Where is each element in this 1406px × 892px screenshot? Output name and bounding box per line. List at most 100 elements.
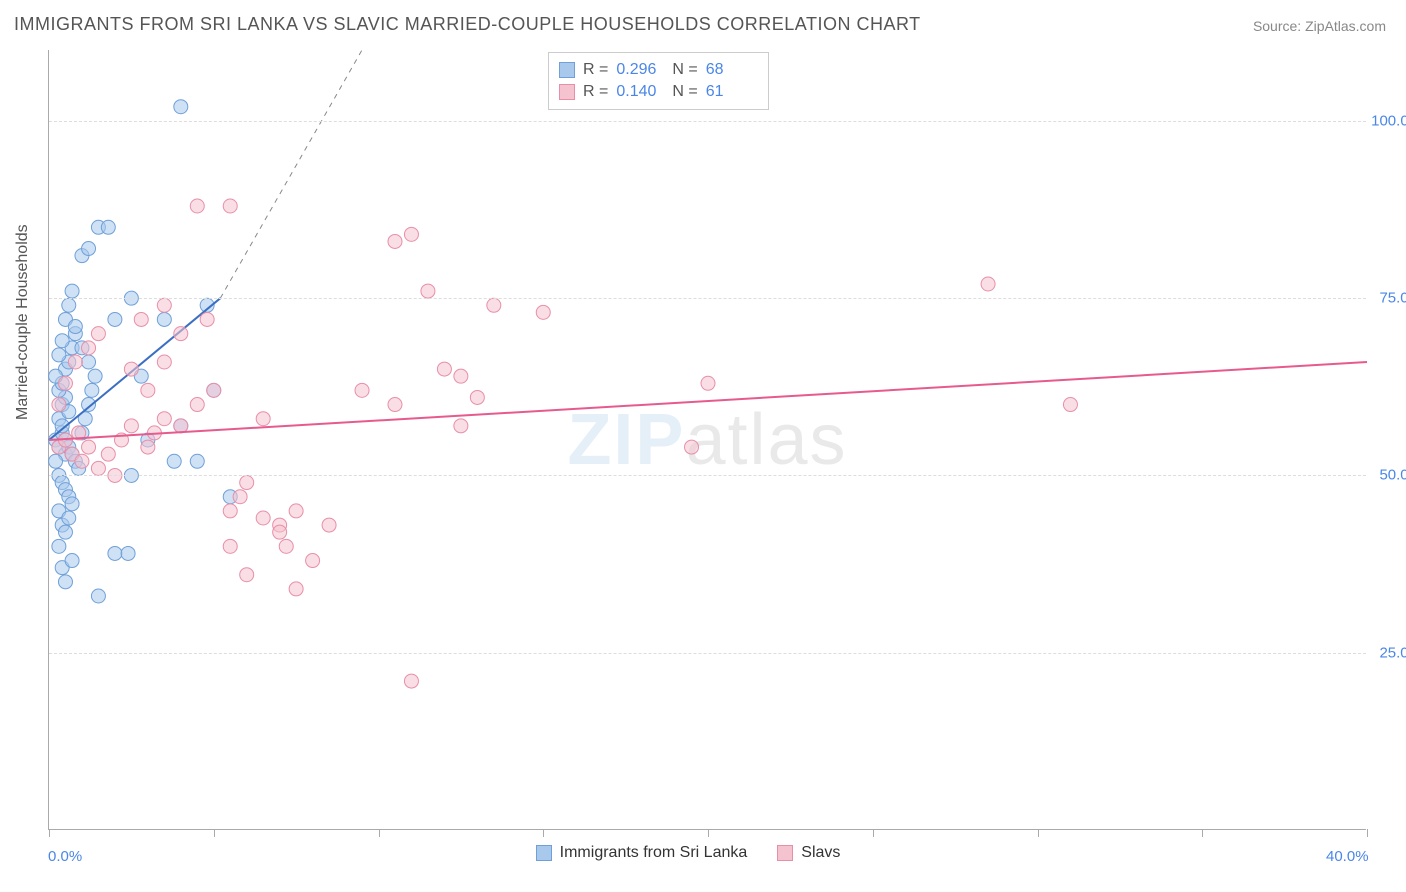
data-point	[223, 539, 237, 553]
data-point	[134, 312, 148, 326]
trend-line-extrapolated	[220, 50, 362, 298]
data-point	[256, 412, 270, 426]
data-point	[49, 454, 63, 468]
data-point	[223, 504, 237, 518]
data-point	[82, 341, 96, 355]
data-point	[174, 100, 188, 114]
legend-item: Immigrants from Sri Lanka	[536, 844, 748, 862]
y-axis-label: Married-couple Households	[14, 224, 32, 420]
data-point	[58, 376, 72, 390]
data-point	[306, 554, 320, 568]
data-point	[685, 440, 699, 454]
data-point	[200, 312, 214, 326]
data-point	[273, 525, 287, 539]
x-tick-label: 0.0%	[48, 848, 82, 865]
data-point	[233, 490, 247, 504]
data-point	[240, 568, 254, 582]
x-tick	[1038, 829, 1039, 837]
x-tick	[49, 829, 50, 837]
data-point	[256, 511, 270, 525]
data-point	[454, 419, 468, 433]
legend-label: Slavs	[801, 844, 840, 862]
data-point	[82, 242, 96, 256]
data-point	[1063, 398, 1077, 412]
data-point	[322, 518, 336, 532]
data-point	[470, 390, 484, 404]
y-tick-label: 25.0%	[1379, 644, 1406, 661]
data-point	[388, 234, 402, 248]
legend-item: Slavs	[777, 844, 840, 862]
data-point	[279, 539, 293, 553]
n-label: N =	[672, 81, 697, 103]
data-point	[355, 383, 369, 397]
r-label: R =	[583, 59, 608, 81]
data-point	[404, 674, 418, 688]
data-point	[124, 362, 138, 376]
n-value-0: 68	[706, 59, 754, 81]
data-point	[124, 419, 138, 433]
data-point	[404, 227, 418, 241]
data-point	[289, 504, 303, 518]
data-point	[101, 220, 115, 234]
gridline-h	[49, 121, 1366, 122]
gridline-h	[49, 298, 1366, 299]
data-point	[108, 546, 122, 560]
stats-legend: R = 0.296 N = 68 R = 0.140 N = 61	[548, 52, 769, 110]
data-point	[141, 383, 155, 397]
data-point	[388, 398, 402, 412]
data-point	[91, 461, 105, 475]
plot-area: ZIPatlas 25.0%50.0%75.0%100.0%	[48, 50, 1366, 830]
data-point	[82, 440, 96, 454]
data-point	[68, 355, 82, 369]
data-point	[85, 383, 99, 397]
gridline-h	[49, 475, 1366, 476]
source-attribution: Source: ZipAtlas.com	[1253, 18, 1386, 34]
data-point	[421, 284, 435, 298]
swatch-series-1	[559, 84, 575, 100]
data-point	[437, 362, 451, 376]
data-point	[82, 398, 96, 412]
r-label: R =	[583, 81, 608, 103]
data-point	[101, 447, 115, 461]
data-point	[454, 369, 468, 383]
data-point	[190, 454, 204, 468]
data-point	[62, 511, 76, 525]
n-value-1: 61	[706, 81, 754, 103]
legend-swatch	[777, 845, 793, 861]
data-point	[88, 369, 102, 383]
x-tick	[543, 829, 544, 837]
legend-label: Immigrants from Sri Lanka	[560, 844, 748, 862]
x-tick	[708, 829, 709, 837]
n-label: N =	[672, 59, 697, 81]
swatch-series-0	[559, 62, 575, 78]
data-point	[174, 327, 188, 341]
data-point	[141, 440, 155, 454]
series-legend: Immigrants from Sri Lanka Slavs	[536, 844, 841, 862]
data-point	[167, 454, 181, 468]
chart-title: IMMIGRANTS FROM SRI LANKA VS SLAVIC MARR…	[14, 14, 921, 35]
stats-row-series-1: R = 0.140 N = 61	[559, 81, 754, 103]
trend-line	[49, 362, 1367, 440]
data-point	[58, 525, 72, 539]
data-point	[82, 355, 96, 369]
data-point	[65, 284, 79, 298]
x-tick	[214, 829, 215, 837]
data-point	[487, 298, 501, 312]
data-point	[108, 312, 122, 326]
data-point	[701, 376, 715, 390]
data-point	[223, 199, 237, 213]
x-tick	[1202, 829, 1203, 837]
data-point	[75, 454, 89, 468]
x-tick-label: 40.0%	[1326, 848, 1369, 865]
y-tick-label: 50.0%	[1379, 467, 1406, 484]
data-point	[62, 298, 76, 312]
data-point	[289, 582, 303, 596]
data-point	[157, 298, 171, 312]
r-value-1: 0.140	[616, 81, 664, 103]
data-point	[68, 320, 82, 334]
data-point	[91, 327, 105, 341]
scatter-plot-svg	[49, 50, 1366, 829]
data-point	[121, 546, 135, 560]
data-point	[240, 476, 254, 490]
data-point	[157, 312, 171, 326]
